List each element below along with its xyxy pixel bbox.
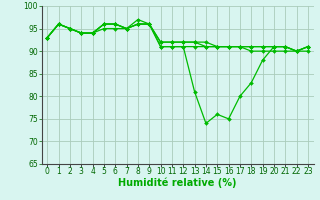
X-axis label: Humidité relative (%): Humidité relative (%) xyxy=(118,178,237,188)
